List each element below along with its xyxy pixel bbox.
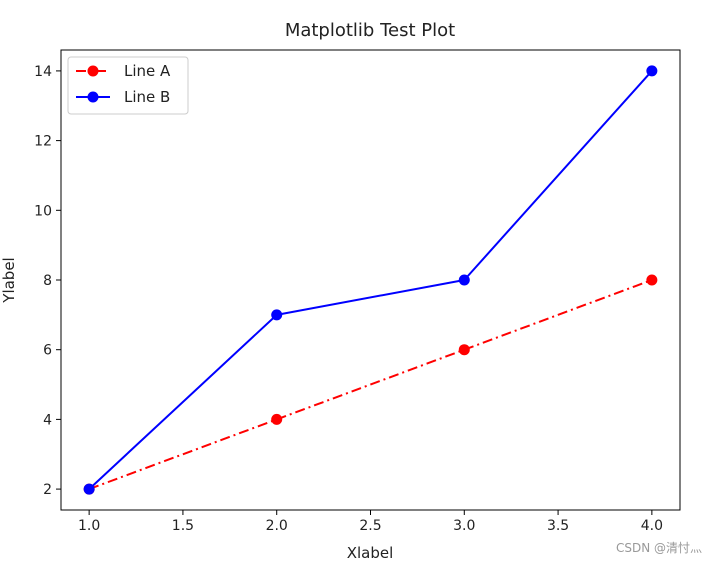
legend-marker	[87, 91, 99, 103]
x-axis-label: Xlabel	[347, 544, 394, 562]
chart-title: Matplotlib Test Plot	[285, 20, 455, 41]
plot-area	[60, 49, 681, 511]
x-tick-label: 1.5	[172, 518, 194, 534]
series-line	[88, 70, 653, 490]
x-tick-label: 3.5	[547, 518, 569, 534]
x-tick-label: 2.0	[266, 518, 288, 534]
x-tick-label: 1.0	[78, 518, 100, 534]
legend-marker	[87, 65, 99, 77]
watermark: CSDN @清忖灬	[616, 541, 702, 555]
data-point	[458, 274, 470, 286]
data-point	[271, 413, 283, 425]
legend: Line A Line B	[67, 56, 189, 115]
legend-label: Line B	[124, 88, 170, 106]
y-axis: 2 4 6 8 10 12 14	[34, 64, 61, 498]
y-tick-label: 4	[43, 412, 52, 428]
x-tick-label: 2.5	[359, 518, 381, 534]
data-point	[646, 65, 658, 77]
legend-label: Line A	[124, 62, 171, 80]
x-tick-label: 4.0	[641, 518, 663, 534]
y-tick-label: 6	[43, 343, 52, 359]
data-point	[458, 344, 470, 356]
y-tick-label: 12	[34, 134, 52, 150]
y-tick-label: 2	[43, 482, 52, 498]
y-tick-label: 10	[34, 203, 52, 219]
y-tick-label: 8	[43, 273, 52, 289]
series-line-b	[83, 65, 658, 495]
x-axis: 1.0 1.5 2.0 2.5 3.0 3.5 4.0	[78, 510, 663, 534]
data-point	[83, 483, 95, 495]
y-tick-label: 14	[34, 64, 52, 80]
data-point	[271, 309, 283, 321]
y-axis-label: Ylabel	[0, 257, 18, 303]
series-layer	[83, 65, 658, 495]
x-tick-label: 3.0	[453, 518, 475, 534]
series-line	[88, 279, 653, 491]
data-point	[646, 274, 658, 286]
